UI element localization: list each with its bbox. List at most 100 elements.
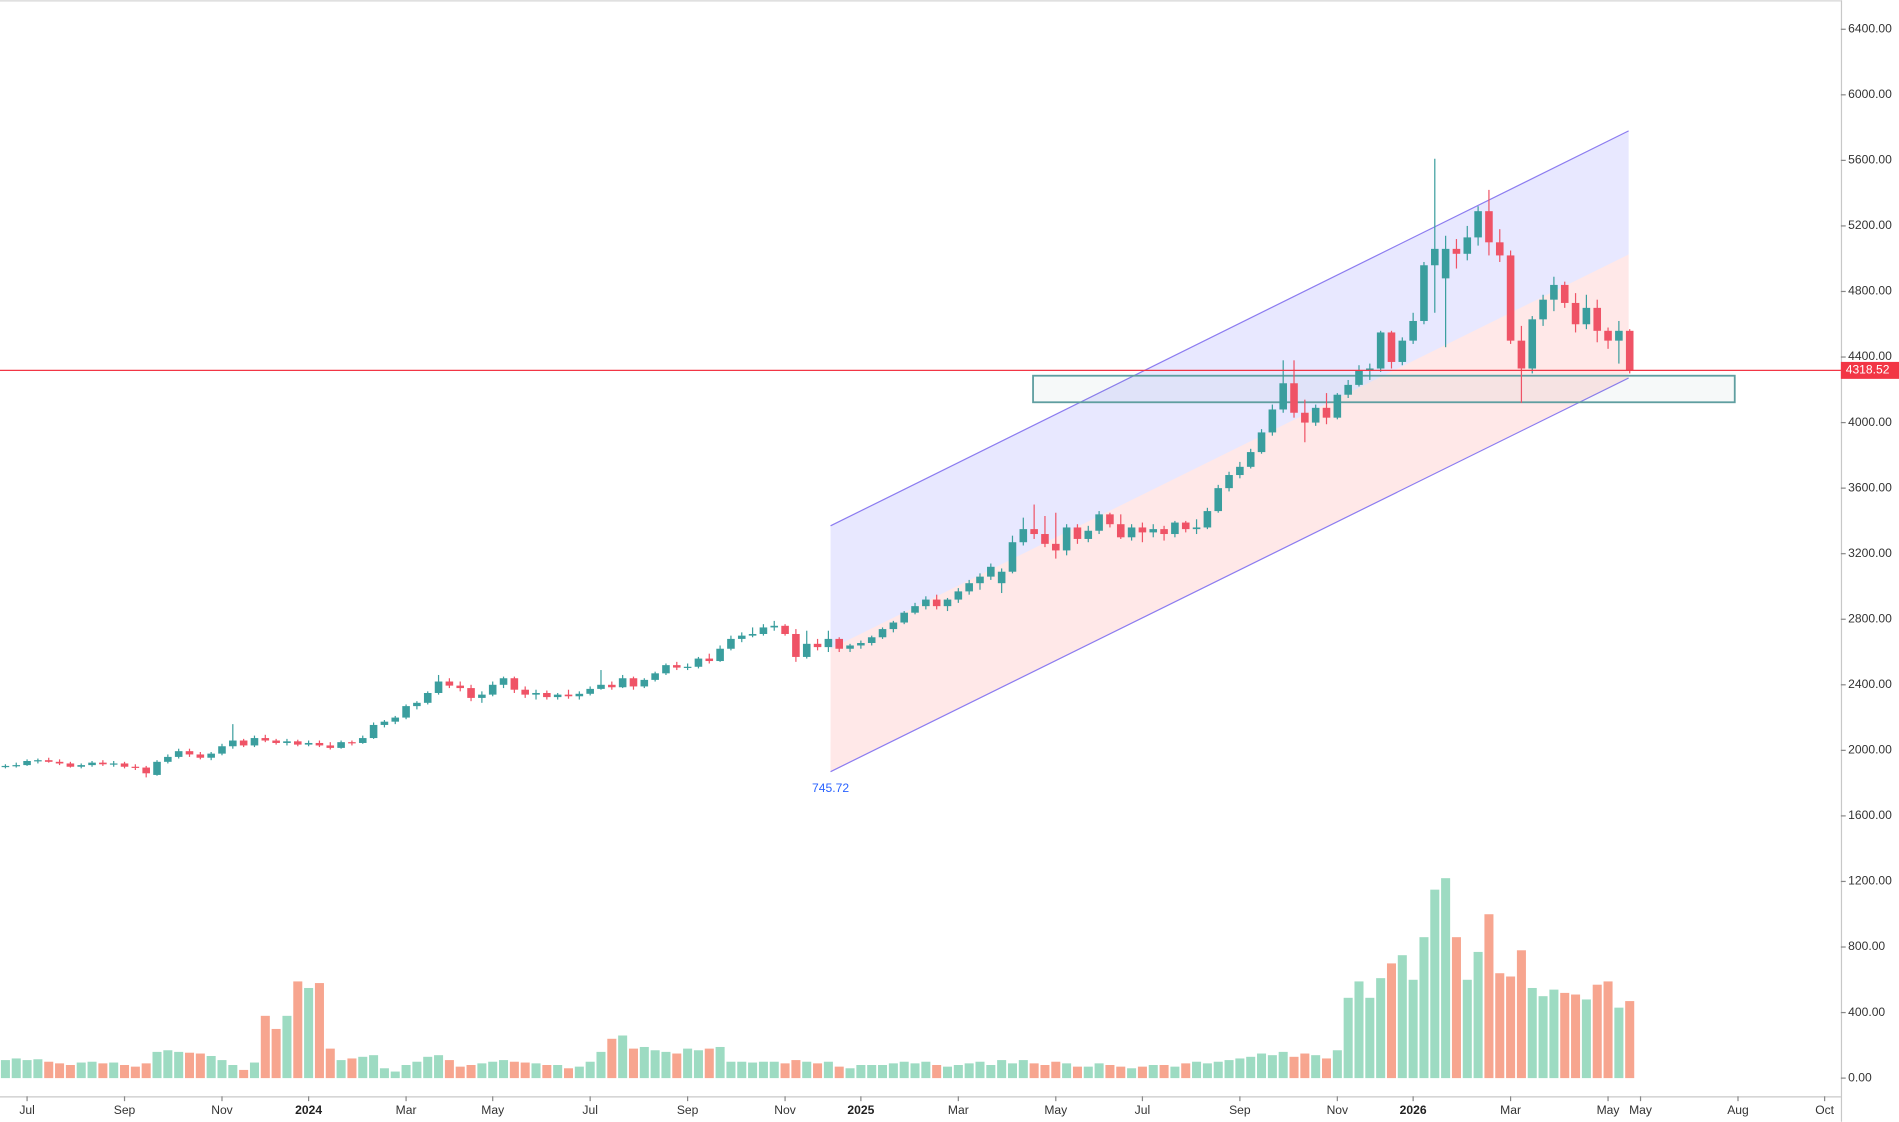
candle-body bbox=[1528, 319, 1537, 369]
candle-body bbox=[337, 742, 345, 748]
y-tick-label: 4000.00 bbox=[1848, 415, 1892, 429]
candle-body bbox=[1116, 524, 1125, 538]
candle-body bbox=[1301, 412, 1309, 423]
volume-bar bbox=[22, 1060, 32, 1079]
volume-bar bbox=[802, 1061, 812, 1079]
candle-body bbox=[456, 685, 465, 689]
candle-body bbox=[1311, 407, 1320, 423]
volume-bar bbox=[1246, 1056, 1256, 1079]
volume-bar bbox=[1603, 981, 1613, 1079]
candle-body bbox=[878, 629, 887, 638]
candle-body bbox=[77, 765, 86, 767]
volume-bar bbox=[412, 1061, 422, 1079]
volume-bar bbox=[542, 1065, 552, 1079]
y-tick-label: 400.00 bbox=[1848, 1005, 1885, 1019]
candle-body bbox=[662, 665, 670, 674]
volume-bar bbox=[1527, 987, 1537, 1079]
volume-bar bbox=[1625, 1001, 1635, 1079]
volume-bar bbox=[574, 1066, 584, 1079]
candle-body bbox=[543, 692, 551, 698]
candle-body bbox=[1106, 514, 1114, 525]
volume-bar bbox=[910, 1063, 920, 1079]
candle-body bbox=[651, 673, 659, 680]
volume-bar bbox=[44, 1061, 54, 1079]
volume-bar bbox=[455, 1066, 465, 1079]
y-tick-label: 2800.00 bbox=[1848, 611, 1892, 625]
volume-bar bbox=[888, 1063, 898, 1079]
volume-bar bbox=[217, 1060, 227, 1079]
candle-body bbox=[1485, 211, 1493, 243]
volume-bar bbox=[444, 1060, 454, 1079]
volume-bar bbox=[477, 1063, 487, 1079]
candle-body bbox=[846, 645, 854, 649]
candles-layer bbox=[1, 158, 1634, 778]
volume-bar bbox=[1257, 1053, 1267, 1079]
volume-bar bbox=[1202, 1063, 1212, 1079]
candle-body bbox=[943, 599, 952, 607]
candle-body bbox=[976, 576, 984, 584]
volume-bar bbox=[87, 1061, 97, 1079]
candle-body bbox=[1539, 299, 1547, 320]
candle-body bbox=[1560, 284, 1569, 303]
candle-body bbox=[727, 638, 735, 649]
volume-bar bbox=[1495, 973, 1505, 1079]
volume-bar bbox=[1148, 1065, 1158, 1079]
candle-body bbox=[737, 635, 746, 639]
volume-bar bbox=[1072, 1066, 1082, 1079]
volume-bar bbox=[109, 1062, 119, 1079]
volume-bar bbox=[585, 1061, 595, 1079]
candle-body bbox=[510, 678, 519, 690]
volume-bar bbox=[986, 1065, 996, 1079]
candle-body bbox=[759, 627, 768, 634]
volume-bar bbox=[1376, 978, 1386, 1079]
volume-bar bbox=[1083, 1066, 1093, 1079]
x-tick-label: Nov bbox=[211, 1103, 233, 1117]
candle-body bbox=[413, 702, 421, 707]
y-tick-label: 3600.00 bbox=[1848, 480, 1892, 494]
x-tick-label: Mar bbox=[396, 1103, 417, 1117]
candle-body bbox=[229, 740, 237, 747]
volume-bar bbox=[845, 1068, 855, 1079]
volume-bar bbox=[1462, 979, 1472, 1079]
candle-body bbox=[23, 761, 31, 766]
candle-body bbox=[12, 765, 21, 767]
candle-body bbox=[1517, 340, 1526, 369]
volume-bar bbox=[1614, 1007, 1624, 1079]
volume-bar bbox=[390, 1071, 400, 1079]
candle-body bbox=[1290, 383, 1298, 413]
candle-body bbox=[1084, 530, 1093, 539]
volume-bar bbox=[520, 1062, 530, 1079]
candle-body bbox=[716, 648, 724, 662]
candle-body bbox=[348, 742, 356, 744]
x-tick-label: Jul bbox=[1135, 1103, 1150, 1117]
volume-bar bbox=[780, 1063, 790, 1079]
volume-bar bbox=[1516, 950, 1526, 1079]
candle-body bbox=[185, 751, 194, 755]
volume-layer bbox=[0, 878, 1635, 1079]
candle-body bbox=[55, 761, 64, 764]
volume-bar bbox=[163, 1050, 173, 1079]
candle-body bbox=[1062, 527, 1071, 551]
x-tick-label: 2026 bbox=[1400, 1103, 1427, 1117]
x-tick-label: Nov bbox=[1327, 1103, 1349, 1117]
volume-bar bbox=[672, 1053, 682, 1079]
candle-body bbox=[705, 658, 714, 662]
candle-body bbox=[770, 625, 779, 628]
candle-body bbox=[1138, 527, 1147, 533]
volume-bar bbox=[1300, 1053, 1310, 1079]
volume-bar bbox=[1235, 1058, 1245, 1079]
candle-body bbox=[358, 738, 367, 743]
candle-body bbox=[250, 738, 259, 746]
volume-bar bbox=[184, 1052, 195, 1079]
candle-body bbox=[207, 753, 215, 758]
volume-bar bbox=[628, 1048, 638, 1079]
volume-bar bbox=[1040, 1065, 1050, 1079]
candle-body bbox=[304, 742, 313, 745]
x-tick-label: Mar bbox=[1500, 1103, 1521, 1117]
volume-bar bbox=[867, 1065, 877, 1079]
volume-bar bbox=[661, 1051, 671, 1079]
candle-body bbox=[1333, 394, 1342, 418]
volume-bar bbox=[1473, 951, 1483, 1079]
candle-body bbox=[402, 706, 410, 718]
